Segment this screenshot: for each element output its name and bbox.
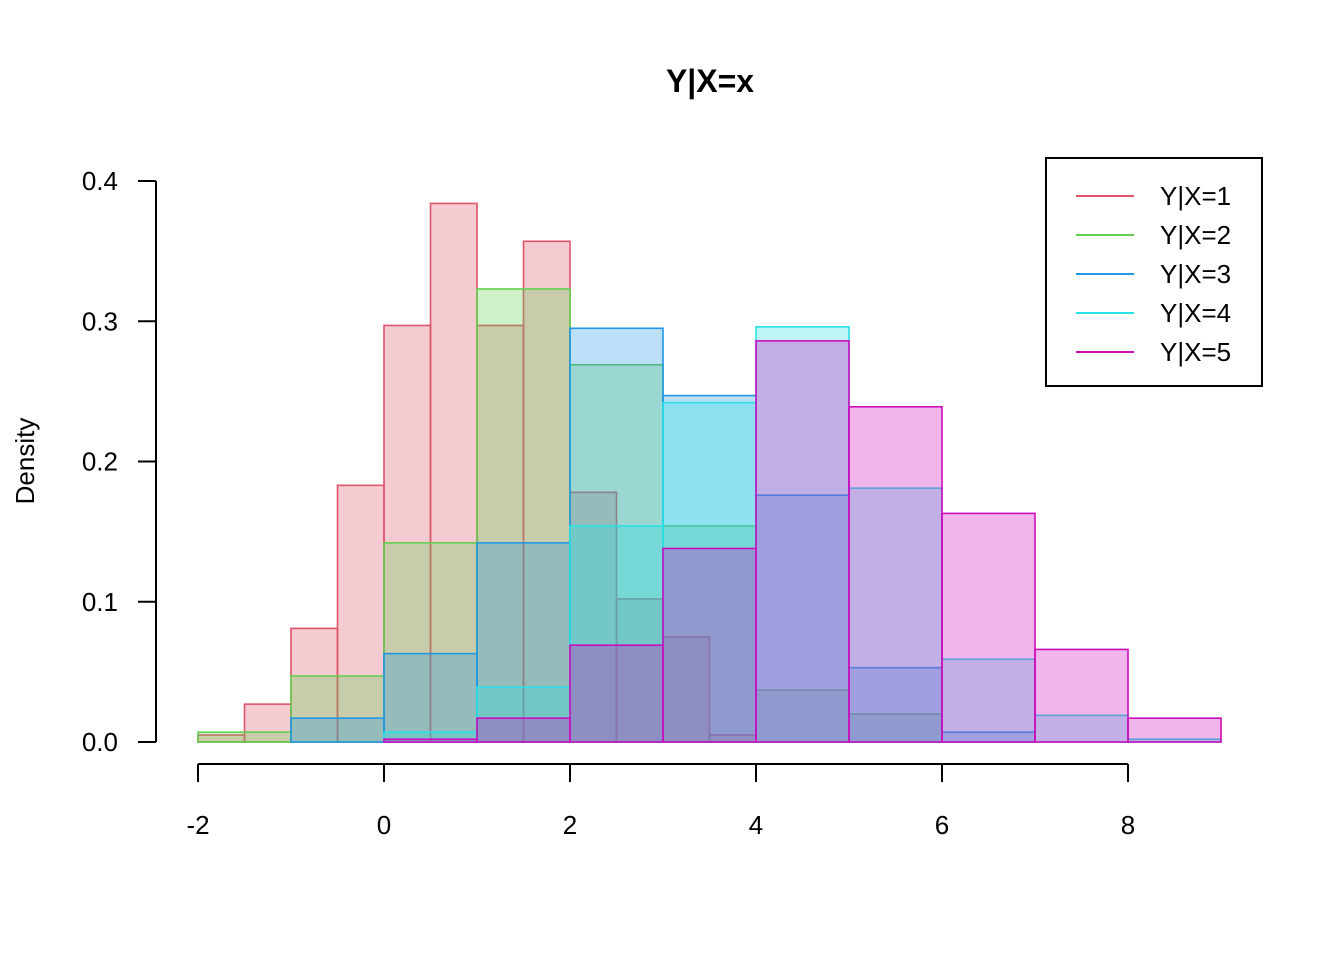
series-2 <box>197 288 943 743</box>
histogram-bar <box>755 326 850 743</box>
chart-title: Y|X=x <box>666 63 754 99</box>
histogram-bar <box>662 525 757 743</box>
legend-entry: Y|X=3 <box>1160 259 1231 289</box>
histogram-bar <box>569 327 664 743</box>
y-axis-label: Density <box>10 418 40 505</box>
y-tick-label: 0.2 <box>82 447 118 477</box>
histogram-bar <box>383 738 478 743</box>
histogram-bar <box>1034 648 1129 743</box>
legend-entry: Y|X=2 <box>1160 220 1231 250</box>
histogram-bars <box>197 202 1222 743</box>
x-tick-label: 0 <box>377 810 391 840</box>
histogram-bar <box>755 689 850 743</box>
histogram-bar <box>197 731 292 743</box>
histogram-bar <box>941 512 1036 743</box>
histogram-bar <box>522 240 571 743</box>
y-tick-label: 0.3 <box>82 306 118 336</box>
series-1 <box>197 202 757 743</box>
y-tick-label: 0.4 <box>82 166 118 196</box>
legend-entry: Y|X=4 <box>1160 298 1231 328</box>
histogram-bar <box>615 598 664 743</box>
x-tick-label: 6 <box>935 810 949 840</box>
histogram-bar <box>569 491 618 743</box>
histogram-bar <box>476 717 571 743</box>
histogram-bar <box>662 547 757 743</box>
histogram-bar <box>569 644 664 743</box>
x-axis: -2 0 2 4 6 8 <box>186 763 1135 840</box>
histogram-bar <box>429 202 478 743</box>
y-tick-label: 0.1 <box>82 587 118 617</box>
histogram-bar <box>290 675 385 743</box>
histogram-bar <box>848 406 943 743</box>
histogram-bar <box>662 394 757 743</box>
histogram-bar <box>941 658 1036 743</box>
legend: Y|X=1 Y|X=2 Y|X=3 Y|X=4 Y|X=5 <box>1045 157 1263 387</box>
histogram-bar <box>848 666 943 743</box>
histogram-bar <box>383 652 478 743</box>
legend-entry: Y|X=1 <box>1160 181 1231 211</box>
x-tick-label: 8 <box>1121 810 1135 840</box>
histogram-bar <box>476 288 571 743</box>
y-tick-label: 0.0 <box>82 727 118 757</box>
series-3 <box>290 327 1036 743</box>
histogram-bar <box>569 363 664 743</box>
x-tick-label: -2 <box>186 810 209 840</box>
y-axis: 0.0 0.1 0.2 0.3 0.4 <box>82 166 157 757</box>
legend-entry: Y|X=5 <box>1160 337 1231 367</box>
x-tick-label: 4 <box>749 810 763 840</box>
histogram-bar <box>1127 717 1222 743</box>
histogram-bar <box>755 340 850 743</box>
histogram-bar <box>476 542 571 743</box>
x-tick-label: 2 <box>563 810 577 840</box>
histogram-bar <box>290 717 385 743</box>
series-5 <box>383 340 1222 743</box>
histogram-bar <box>476 324 525 743</box>
